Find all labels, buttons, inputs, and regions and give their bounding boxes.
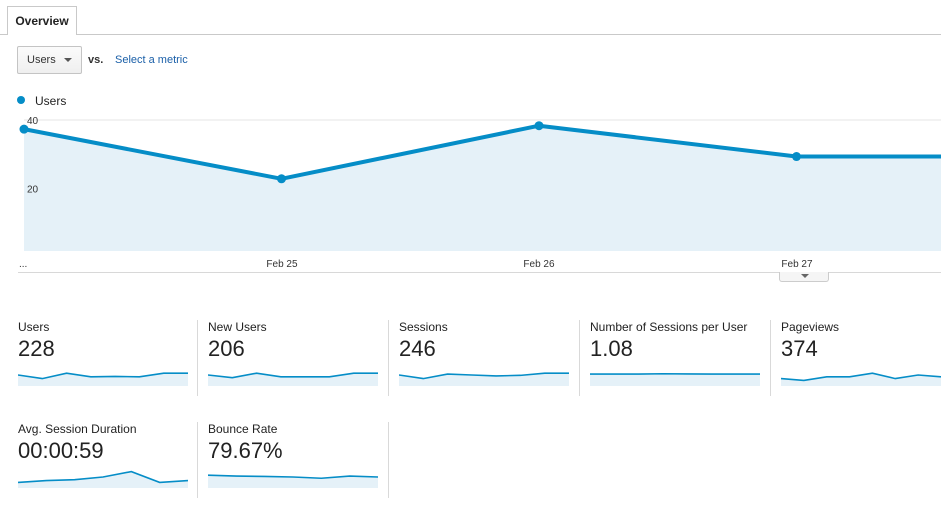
- scorecard-sparkline: [590, 372, 760, 386]
- scorecard-value: 79.67%: [208, 438, 283, 463]
- metric-dropdown-value: Users: [27, 54, 56, 66]
- sparkline-line: [781, 372, 941, 382]
- sparkline-line: [18, 470, 188, 484]
- data-point: [277, 174, 286, 184]
- chart-bottom-divider: [18, 272, 941, 273]
- tab-bar-divider: [0, 34, 941, 35]
- legend-dot-icon: [17, 96, 25, 104]
- users-line-chart[interactable]: 40 20... Feb 25 Feb 26 Feb 27: [0, 110, 941, 270]
- x-tick-label: Feb 26: [523, 259, 555, 270]
- scorecard[interactable]: Users 228: [18, 320, 190, 400]
- sparkline-fill: [208, 373, 378, 386]
- scorecard-sparkline: [399, 372, 569, 386]
- scorecard[interactable]: Avg. Session Duration 00:00:59: [18, 422, 190, 502]
- scorecard-label: Pageviews: [781, 320, 840, 334]
- metric-dropdown[interactable]: Users: [17, 46, 82, 74]
- tab-active-underline-cover: [8, 34, 76, 35]
- scorecard[interactable]: Number of Sessions per User 1.08: [590, 320, 762, 400]
- scorecard-value: 246: [399, 336, 436, 361]
- scorecard-sparkline: [208, 372, 378, 386]
- scorecard-value: 206: [208, 336, 245, 361]
- scorecard[interactable]: Bounce Rate 79.67%: [208, 422, 380, 502]
- sparkline-fill: [18, 471, 188, 488]
- chevron-down-icon: [64, 58, 72, 62]
- sparkline-fill: [590, 373, 760, 386]
- legend-label: Users: [35, 94, 67, 108]
- scorecard-sparkline: [18, 470, 188, 488]
- y-tick-label: 40: [27, 116, 39, 127]
- scorecard[interactable]: New Users 206: [208, 320, 380, 400]
- sparkline-line: [399, 372, 569, 380]
- sparkline-fill: [18, 373, 188, 386]
- scorecard-divider: [197, 422, 198, 498]
- scorecard-value: 374: [781, 336, 818, 361]
- scorecard-divider: [579, 320, 580, 396]
- scorecard[interactable]: Sessions 246: [399, 320, 571, 400]
- scorecard-label: Users: [18, 320, 50, 334]
- sparkline-fill: [781, 373, 941, 386]
- scorecard-value: 1.08: [590, 336, 633, 361]
- users-area-fill: [24, 125, 941, 251]
- scorecard-label: Number of Sessions per User: [590, 320, 748, 334]
- scorecard-divider: [197, 320, 198, 396]
- scorecard-divider: [388, 320, 389, 396]
- scorecard[interactable]: Pageviews 374: [781, 320, 941, 400]
- caret-down-icon: [801, 274, 809, 278]
- x-tick-label: Feb 25: [266, 259, 298, 270]
- scorecard-divider: [388, 422, 389, 498]
- sparkline-line: [208, 474, 378, 480]
- data-point: [534, 121, 544, 131]
- scorecard-value: 00:00:59: [18, 438, 104, 463]
- x-tick-label: ...: [19, 259, 27, 270]
- data-point: [19, 124, 29, 134]
- scorecard-sparkline: [208, 474, 378, 488]
- sparkline-line: [208, 372, 378, 379]
- x-tick-label: Feb 27: [781, 259, 813, 270]
- tab-overview[interactable]: Overview: [7, 6, 77, 35]
- vs-label: vs.: [88, 54, 104, 66]
- scorecard-sparkline: [781, 372, 941, 386]
- sparkline-line: [18, 372, 188, 380]
- scorecard-label: Sessions: [399, 320, 448, 334]
- select-metric-link[interactable]: Select a metric: [115, 54, 188, 66]
- sparkline-fill: [399, 373, 569, 386]
- data-point: [792, 152, 801, 162]
- scorecard-divider: [770, 320, 771, 396]
- y-tick-label: 20: [27, 185, 39, 196]
- scorecard-label: Bounce Rate: [208, 422, 278, 436]
- scorecard-value: 228: [18, 336, 55, 361]
- scorecard-label: New Users: [208, 320, 267, 334]
- sparkline-fill: [208, 475, 378, 488]
- scorecard-sparkline: [18, 372, 188, 386]
- scorecard-label: Avg. Session Duration: [18, 422, 137, 436]
- chart-collapse-handle[interactable]: [779, 272, 829, 282]
